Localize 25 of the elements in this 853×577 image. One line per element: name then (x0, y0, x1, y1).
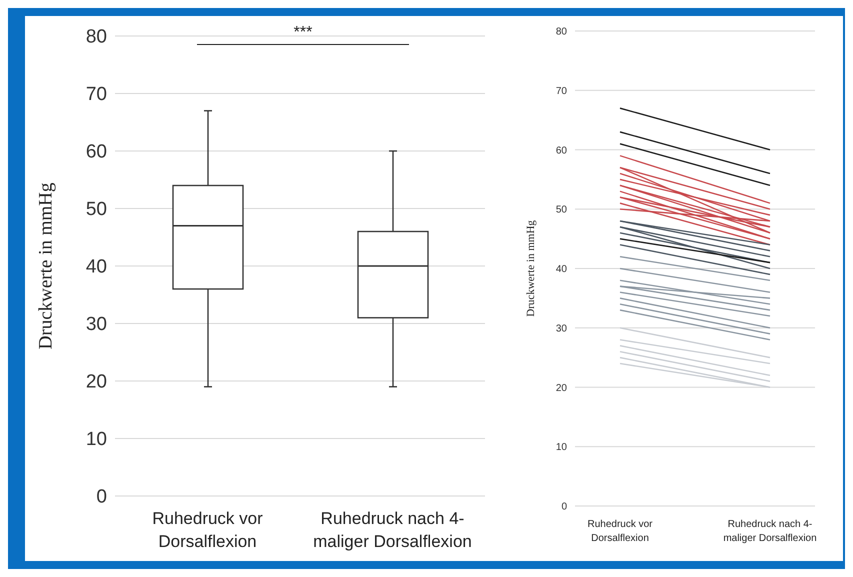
y-tick-label: 0 (561, 502, 568, 513)
x-tick-label: Ruhedruck nach 4-maliger Dorsalflexion (722, 518, 818, 545)
y-tick-label: 70 (556, 86, 568, 97)
significance-bracket: *** (197, 24, 409, 45)
y-tick-label: 70 (86, 84, 107, 106)
y-tick-label: 60 (556, 145, 568, 156)
x-tick-label: Ruhedruck nach 4-maliger Dorsalflexion (312, 508, 473, 553)
x-tick-label: Ruhedruck vor Dorsalflexion (151, 508, 264, 553)
y-tick-label: 10 (86, 429, 107, 450)
y-tick-label: 0 (96, 486, 107, 508)
y-tick-label: 60 (86, 142, 107, 163)
y-tick-label: 20 (86, 372, 107, 393)
y-axis-title: Druckwerte in mmHg (524, 220, 537, 317)
y-tick-label: 10 (556, 442, 568, 454)
y-tick-label: 50 (86, 199, 107, 220)
y-tick-label: 50 (556, 204, 568, 216)
y-tick-label: 40 (86, 256, 107, 278)
y-tick-label: 20 (556, 382, 568, 394)
x-tick-label: Ruhedruck vor Dorsalflexion (586, 518, 654, 545)
y-tick-label: 40 (556, 264, 568, 276)
y-tick-label: 80 (556, 26, 568, 38)
y-tick-label: 80 (86, 26, 107, 48)
y-tick-label: 30 (86, 314, 107, 336)
y-axis-title: Druckwerte in mmHg (36, 182, 57, 350)
y-tick-label: 30 (556, 323, 568, 334)
